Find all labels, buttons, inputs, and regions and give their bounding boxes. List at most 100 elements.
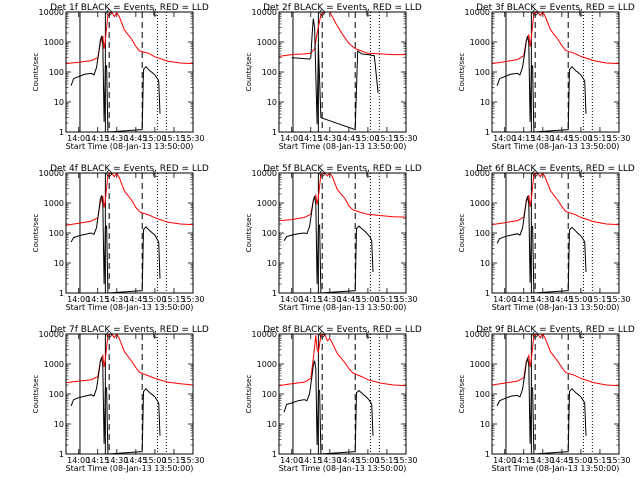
x-tick-label: 14:30: [318, 134, 341, 143]
x-tick-label: 15:00: [143, 134, 166, 143]
x-axis-label: Start Time (08-Jan-13 13:50:00): [279, 142, 407, 151]
series-lld-red: [492, 334, 619, 387]
y-axis-label: Counts/sec: [245, 53, 253, 92]
x-tick-label: 14:45: [550, 295, 573, 304]
y-tick-label: 10: [54, 98, 64, 107]
top-marker: L: [153, 331, 158, 340]
x-tick-label: 15:00: [569, 134, 592, 143]
y-tick-label: 100: [475, 68, 490, 77]
series-lld-red: [492, 12, 619, 65]
series-events-black: [70, 35, 161, 132]
x-tick-label: 14:15: [512, 295, 535, 304]
series-events-black: [283, 360, 374, 454]
plot-frame: [491, 11, 620, 133]
y-axis-label: Counts/sec: [32, 375, 40, 414]
y-tick-label: 1: [272, 450, 277, 459]
x-tick-label: 14:00: [280, 456, 303, 465]
x-tick-label: 15:00: [356, 456, 379, 465]
y-tick-label: 1: [272, 289, 277, 298]
top-marker: L: [366, 331, 371, 340]
x-tick-label: 15:15: [588, 456, 611, 465]
y-tick-label: 1000: [470, 38, 490, 47]
plot-frame: [278, 172, 407, 294]
panel-det-3: Det 3f BLACK = Events, RED = LLD 1 10 100 10…: [458, 3, 635, 151]
x-tick-label: 14:30: [318, 295, 341, 304]
x-axis-label: Start Time (08-Jan-13 13:50:00): [66, 464, 194, 473]
y-tick-label: 10: [54, 259, 64, 268]
x-tick-label: 14:45: [550, 456, 573, 465]
y-axis-label: Counts/sec: [458, 214, 466, 253]
x-tick-label: 14:30: [531, 134, 554, 143]
top-marker: O: [319, 331, 325, 340]
y-tick-label: 1: [485, 128, 490, 137]
x-tick-label: 14:45: [124, 456, 147, 465]
y-axis-label: Counts/sec: [245, 214, 253, 253]
y-tick-label: 1: [485, 450, 490, 459]
y-tick-label: 1000: [44, 199, 64, 208]
x-tick-label: 14:15: [86, 134, 109, 143]
plot-frame: [278, 333, 407, 455]
y-tick-label: 10: [267, 420, 277, 429]
y-tick-label: 10000: [39, 330, 64, 339]
y-tick-label: 100: [49, 229, 64, 238]
panel-det-2: Det 2f BLACK = Events, RED = LLD 1 10 100 10…: [245, 3, 422, 151]
y-axis-label: Counts/sec: [245, 375, 253, 414]
y-tick-label: 10000: [252, 330, 277, 339]
plot-frame: [65, 333, 194, 455]
top-marker: L: [153, 170, 158, 179]
x-tick-label: 14:45: [550, 134, 573, 143]
x-tick-label: 14:30: [531, 456, 554, 465]
x-tick-label: 15:15: [375, 295, 398, 304]
y-tick-label: 1000: [470, 199, 490, 208]
x-tick-label: 14:45: [124, 134, 147, 143]
x-tick-label: 15:30: [607, 456, 630, 465]
x-tick-label: 14:30: [531, 295, 554, 304]
y-tick-label: 1: [59, 289, 64, 298]
x-tick-label: 14:15: [86, 295, 109, 304]
panel-det-6: Det 6f BLACK = Events, RED = LLD 1 10 100 10…: [458, 164, 635, 312]
panel-title: Det 9f BLACK = Events, RED = LLD: [476, 325, 635, 335]
x-tick-label: 15:15: [162, 134, 185, 143]
top-marker: L: [579, 331, 584, 340]
y-tick-label: 1000: [257, 38, 277, 47]
series-lld-red: [66, 173, 193, 226]
plot-frame: [65, 172, 194, 294]
panel-det-1: Det 1f BLACK = Events, RED = LLD 1 10 100 10…: [32, 3, 209, 151]
x-axis-label: Start Time (08-Jan-13 13:50:00): [492, 303, 620, 312]
series-lld-red: [279, 334, 406, 387]
y-tick-label: 100: [475, 390, 490, 399]
y-tick-label: 10: [480, 420, 490, 429]
y-tick-label: 10: [267, 98, 277, 107]
panel-title: Det 8f BLACK = Events, RED = LLD: [263, 325, 422, 335]
y-tick-label: 10: [54, 420, 64, 429]
series-lld-red: [279, 12, 406, 57]
y-tick-label: 1: [272, 128, 277, 137]
y-tick-label: 10000: [465, 169, 490, 178]
panel-title: Det 2f BLACK = Events, RED = LLD: [263, 3, 422, 13]
x-axis-label: Start Time (08-Jan-13 13:50:00): [279, 303, 407, 312]
x-tick-label: 15:15: [162, 295, 185, 304]
y-tick-label: 10: [480, 259, 490, 268]
y-tick-label: 100: [475, 229, 490, 238]
x-tick-label: 14:45: [337, 295, 360, 304]
top-marker: L: [579, 170, 584, 179]
plot-frame: [65, 11, 194, 133]
x-tick-label: 14:15: [299, 134, 322, 143]
panel-title: Det 3f BLACK = Events, RED = LLD: [476, 3, 635, 13]
top-marker: L: [366, 170, 371, 179]
y-tick-label: 10000: [39, 169, 64, 178]
x-tick-label: 15:30: [181, 456, 204, 465]
series-events-black: [70, 356, 161, 454]
y-axis-label: Counts/sec: [32, 214, 40, 253]
x-tick-label: 15:30: [181, 295, 204, 304]
panel-title: Det 7f BLACK = Events, RED = LLD: [50, 325, 209, 335]
y-tick-label: 10000: [39, 8, 64, 17]
x-tick-label: 14:00: [67, 456, 90, 465]
top-marker: L: [153, 9, 158, 18]
x-tick-label: 14:30: [105, 295, 128, 304]
y-tick-label: 10000: [252, 169, 277, 178]
x-tick-label: 15:30: [394, 456, 417, 465]
panel-det-4: Det 4f BLACK = Events, RED = LLD 1 10 100 10…: [32, 164, 209, 312]
x-tick-label: 15:00: [356, 295, 379, 304]
